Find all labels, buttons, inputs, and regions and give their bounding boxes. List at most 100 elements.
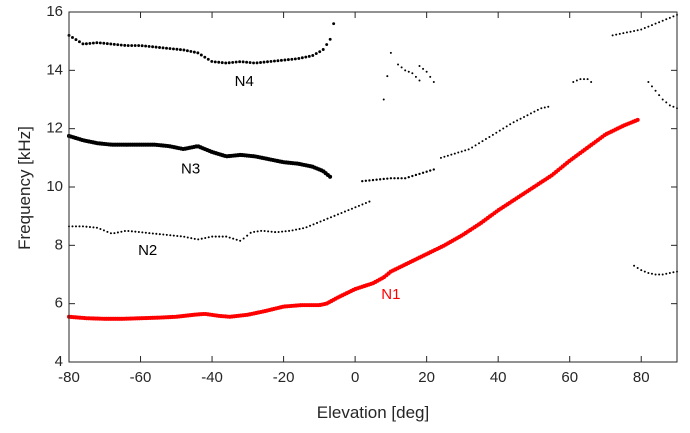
resonance-fragment-3-point bbox=[397, 63, 400, 66]
series-n4-point bbox=[77, 40, 81, 44]
series-n4-point bbox=[151, 45, 155, 49]
resonance-fragment-2-point bbox=[464, 149, 467, 152]
series-n4-point bbox=[269, 59, 273, 63]
series-n4-point bbox=[262, 60, 266, 64]
series-n4-point bbox=[241, 60, 245, 64]
series-n4-point bbox=[182, 48, 186, 52]
series-n2-point bbox=[260, 229, 263, 232]
series-n2-point bbox=[302, 227, 305, 230]
series-n2-point bbox=[179, 235, 182, 238]
series-n4-point bbox=[196, 51, 200, 55]
series-n4-point bbox=[328, 37, 332, 41]
series-n4-point bbox=[137, 44, 141, 47]
series-n4-point bbox=[210, 59, 214, 63]
series-n4-point bbox=[286, 58, 290, 62]
series-n2-point bbox=[113, 232, 116, 235]
resonance-fragment-7-track bbox=[647, 81, 678, 110]
resonance-fragment-3-point bbox=[418, 79, 421, 82]
resonance-fragment-1-point bbox=[396, 177, 400, 180]
resonance-fragment-2-point bbox=[484, 138, 487, 141]
series-n4-point bbox=[154, 45, 158, 49]
series-n2-point bbox=[256, 230, 259, 233]
series-n2-point bbox=[347, 209, 350, 212]
series-n2-point bbox=[221, 235, 224, 238]
plot-area: N1 N2 N3 N4 bbox=[66, 13, 678, 321]
series-n4-point bbox=[165, 46, 168, 50]
resonance-fragment-1-point bbox=[432, 168, 435, 171]
series-n2-point bbox=[368, 200, 371, 203]
series-n4-point bbox=[172, 47, 175, 51]
resonance-fragment-1-point bbox=[411, 174, 414, 178]
x-tick-label: 40 bbox=[490, 369, 507, 386]
resonance-fragment-6-point bbox=[625, 31, 628, 34]
resonance-fragment-2-point bbox=[498, 129, 501, 132]
y-tick-label: 6 bbox=[55, 295, 63, 312]
x-tick-label: -20 bbox=[273, 369, 295, 386]
series-n2-point bbox=[95, 226, 98, 229]
series-n2-point bbox=[127, 229, 130, 232]
series-n2-point bbox=[183, 235, 186, 238]
resonance-fragment-7-point bbox=[650, 85, 653, 88]
resonance-fragment-1-point bbox=[400, 177, 403, 180]
series-n2-point bbox=[277, 230, 280, 234]
series-n4-point bbox=[71, 36, 74, 39]
series-n4-point bbox=[311, 53, 315, 57]
y-tick-label: 14 bbox=[46, 61, 63, 78]
resonance-fragment-2-point bbox=[529, 112, 532, 115]
resonance-fragment-5-point bbox=[586, 78, 589, 81]
series-n2-point bbox=[357, 204, 360, 207]
series-n3-label: N3 bbox=[181, 160, 200, 177]
resonance-fragment-1-point bbox=[414, 173, 418, 177]
resonance-fragment-8-point bbox=[668, 272, 671, 275]
resonance-fragment-6-point bbox=[672, 15, 675, 18]
y-tick-label: 10 bbox=[46, 178, 63, 195]
series-n2-point bbox=[274, 231, 277, 234]
series-n1-label: N1 bbox=[381, 286, 400, 303]
resonance-fragment-6-point bbox=[622, 32, 625, 35]
series-n2-point bbox=[316, 221, 319, 224]
resonance-fragment-2-point bbox=[516, 119, 519, 122]
resonance-fragment-6-point bbox=[643, 27, 646, 30]
series-n2-point bbox=[329, 216, 333, 219]
resonance-fragment-6-point bbox=[633, 29, 636, 32]
series-n4-point bbox=[74, 38, 78, 42]
series-n4-point bbox=[300, 56, 304, 60]
series-n4-point bbox=[318, 50, 322, 54]
series-n4-point bbox=[168, 47, 172, 50]
series-n4-point bbox=[133, 44, 137, 47]
resonance-fragment-2-point bbox=[547, 105, 550, 108]
series-n2-point bbox=[336, 213, 340, 216]
resonance-fragment-8-point bbox=[636, 266, 639, 269]
resonance-fragment-3-track bbox=[397, 63, 421, 82]
resonance-fragment-8-point bbox=[643, 270, 646, 273]
resonance-fragment-1-point bbox=[421, 171, 425, 174]
resonance-fragment-1-point bbox=[378, 178, 382, 181]
resonance-fragment-6-point bbox=[668, 16, 671, 19]
series-n4-point bbox=[217, 60, 221, 64]
resonance-fragment-2-point bbox=[533, 110, 536, 113]
series-n3-point bbox=[328, 174, 333, 179]
resonance-fragment-6-point bbox=[661, 19, 664, 22]
series-n4-point bbox=[224, 61, 228, 65]
resonance-fragment-7-point bbox=[661, 98, 664, 101]
resonance-fragment-2-point bbox=[450, 153, 453, 156]
resonance-fragment-2-point bbox=[453, 152, 456, 155]
series-n4-point bbox=[88, 41, 92, 45]
series-n2-point bbox=[333, 214, 336, 217]
series-n4-point bbox=[161, 46, 165, 50]
series-n2-point bbox=[207, 236, 210, 239]
resonance-fragment-9-point bbox=[382, 98, 385, 101]
resonance-fragment-5-point bbox=[583, 78, 586, 81]
series-n4-point bbox=[81, 42, 85, 46]
resonance-fragment-4-point bbox=[429, 75, 432, 78]
resonance-fragment-2-point bbox=[481, 140, 484, 143]
series-n4-point bbox=[227, 61, 231, 65]
series-n2-point bbox=[211, 235, 214, 238]
series-n2-point bbox=[249, 231, 252, 234]
resonance-fragment-2-point bbox=[471, 146, 474, 149]
series-n2-point bbox=[326, 217, 329, 220]
resonance-fragment-2-track bbox=[439, 105, 550, 159]
series-n4-point bbox=[158, 46, 161, 49]
resonance-fragment-7-point bbox=[668, 104, 671, 107]
